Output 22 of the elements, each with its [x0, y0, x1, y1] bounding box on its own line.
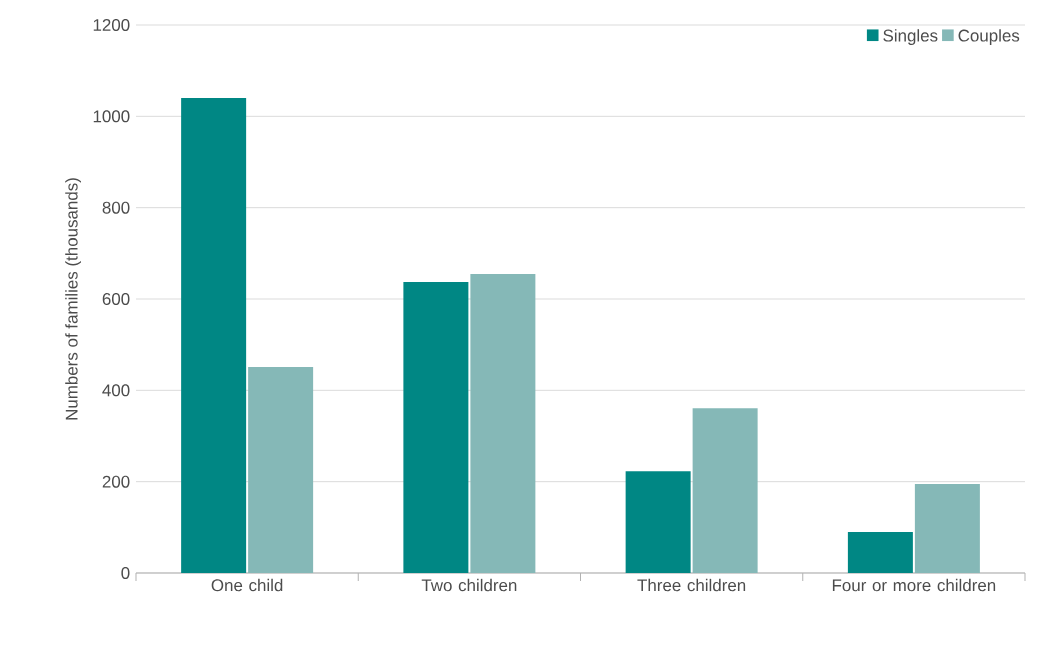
- bar: [847, 531, 913, 573]
- y-tick-label: 0: [121, 567, 130, 579]
- bar: [914, 483, 980, 573]
- y-tick-label: 600: [102, 293, 130, 305]
- y-tick-label: 1200: [93, 18, 130, 31]
- bar: [470, 273, 536, 573]
- y-tick-label: 200: [102, 475, 130, 488]
- x-tick-label: One child: [211, 578, 283, 592]
- legend-label: Couples: [958, 29, 1020, 45]
- bar: [403, 282, 469, 573]
- y-tick-label: 400: [102, 384, 130, 397]
- bar: [692, 408, 758, 573]
- y-tick-label: 1000: [93, 110, 130, 123]
- y-axis-title: Numbers of families (thousands): [65, 178, 81, 420]
- legend-label: Singles: [883, 29, 938, 45]
- x-tick-label: Two children: [421, 578, 517, 592]
- x-tick-label: Four or more children: [832, 578, 996, 592]
- y-tick-label: 800: [102, 201, 130, 214]
- x-tick-label: Three children: [637, 578, 746, 592]
- bar: [248, 367, 314, 573]
- bar: [181, 98, 247, 573]
- bar: [625, 471, 691, 573]
